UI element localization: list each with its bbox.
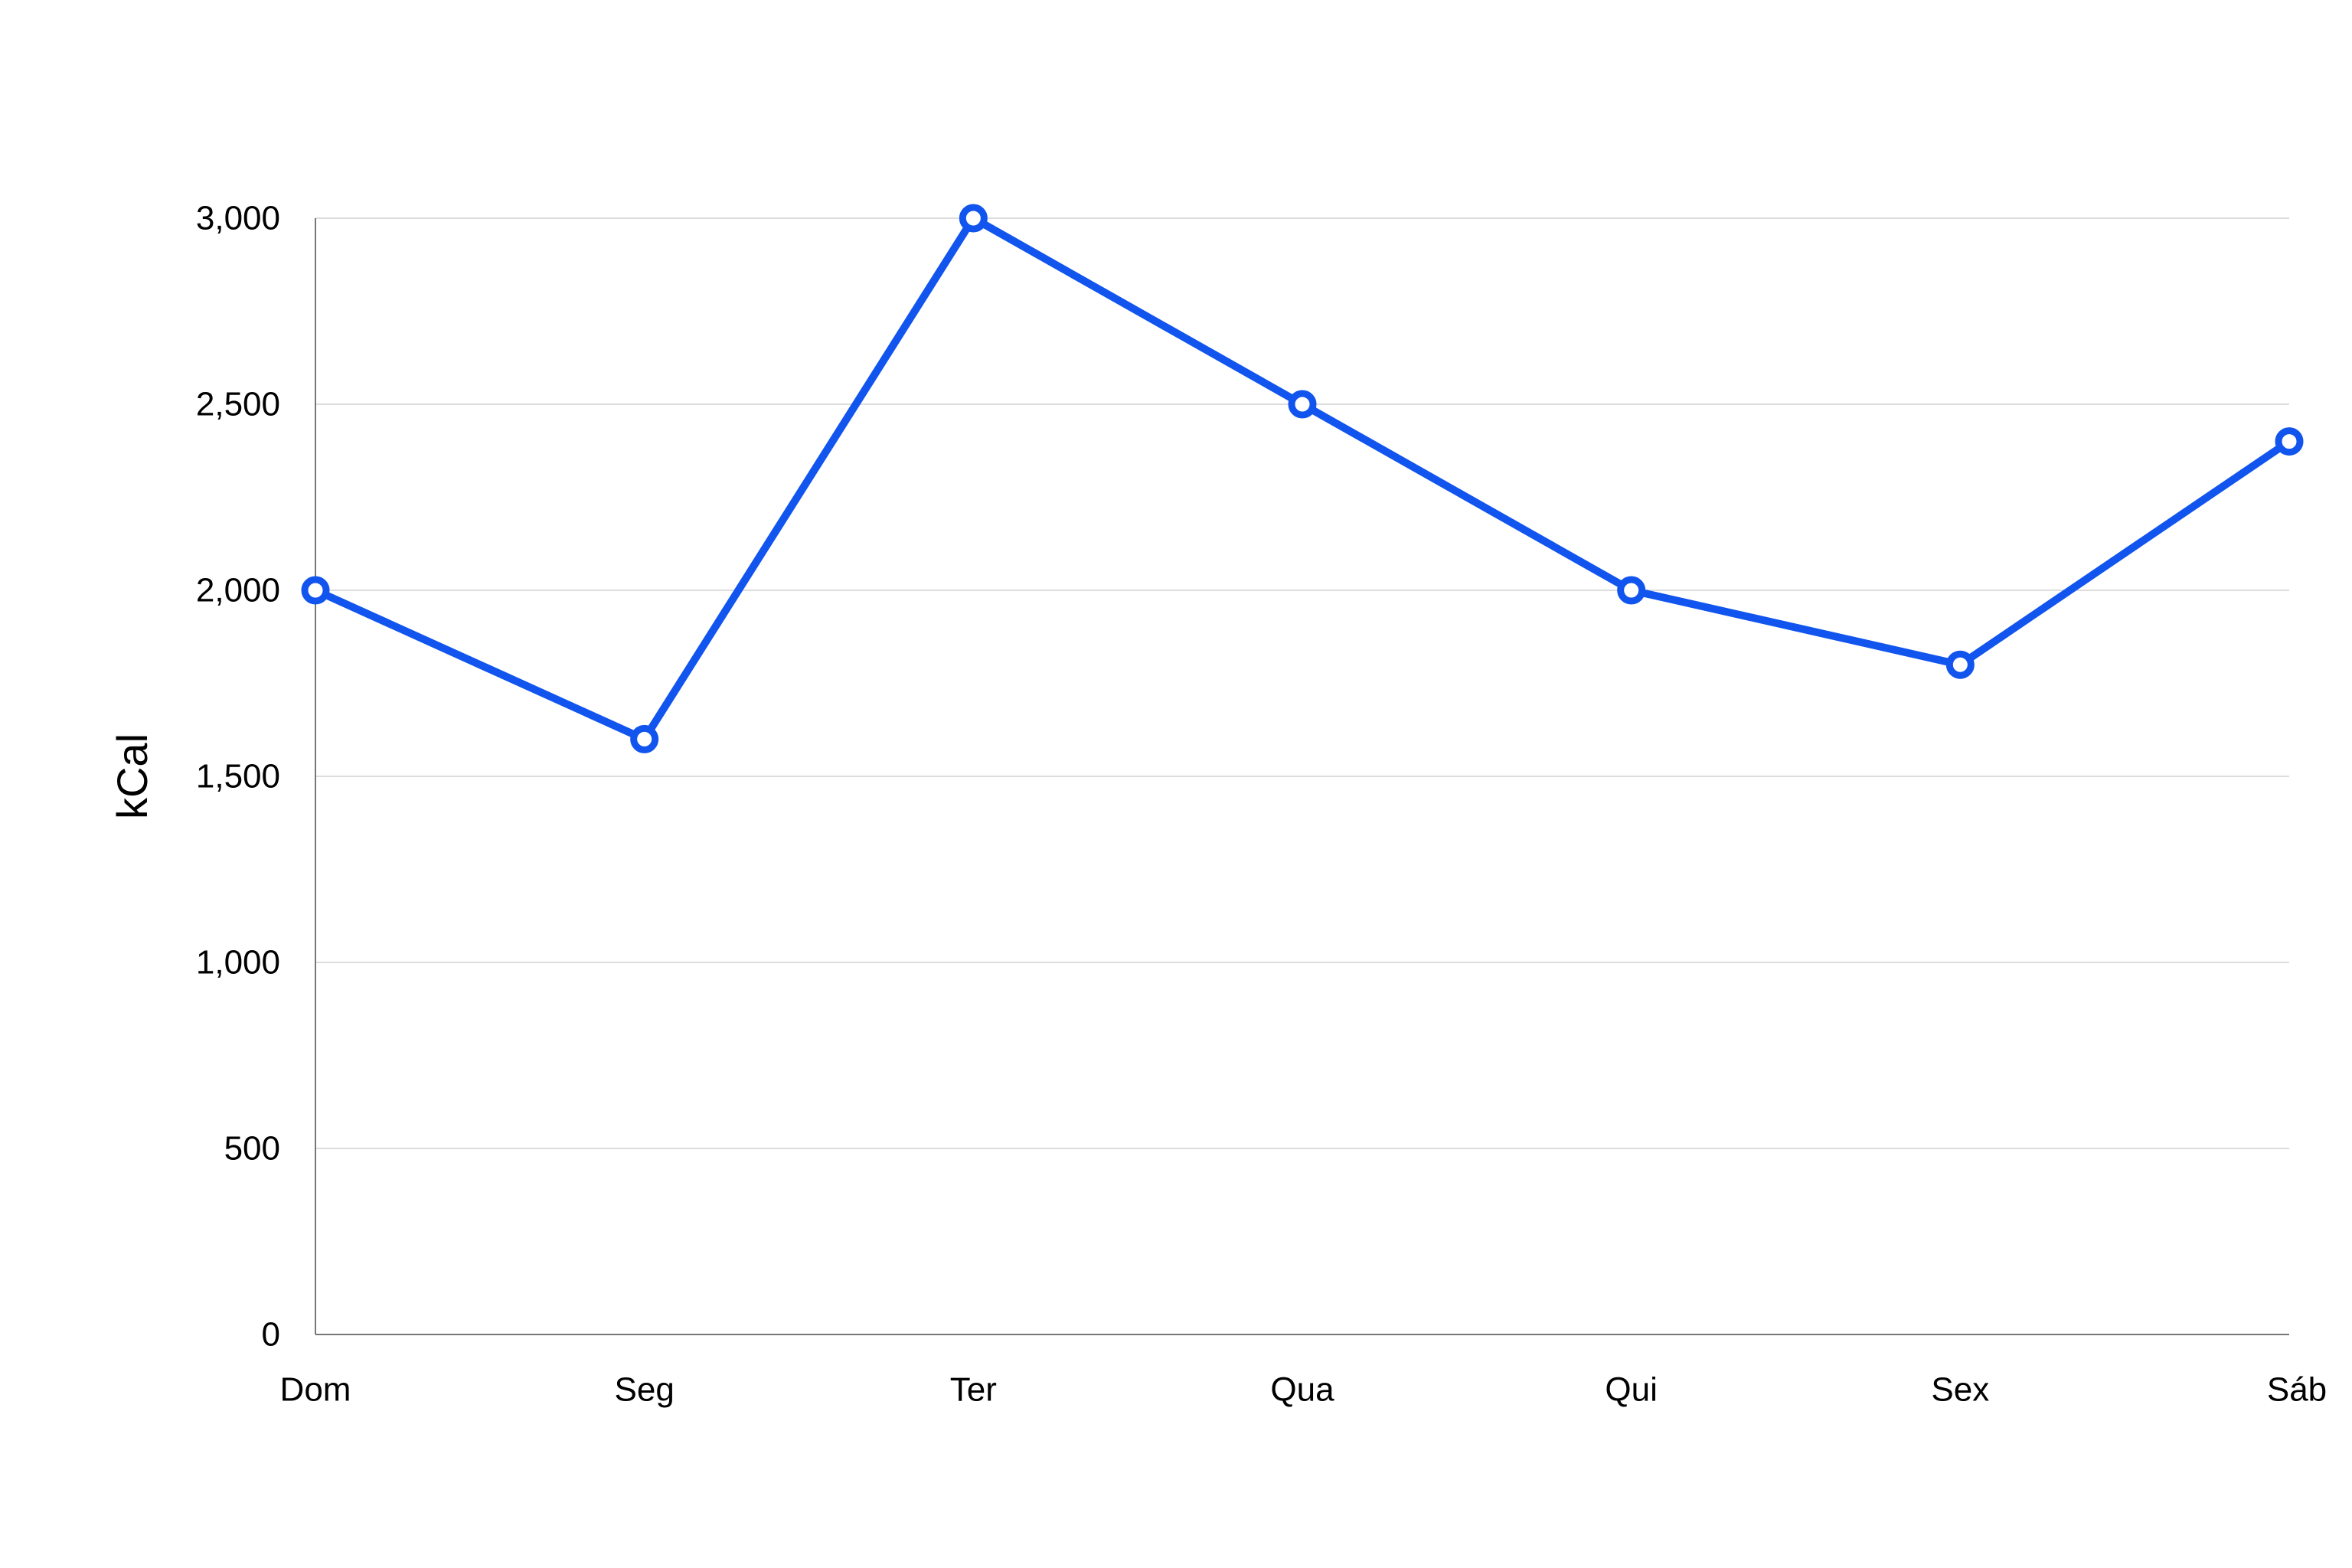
- x-tick-labels: Dom Seg Ter Qua Qui Sex Sáb: [280, 1371, 2328, 1409]
- y-tick-label: 1,500: [196, 758, 280, 795]
- x-tick-label: Qui: [1605, 1371, 1657, 1409]
- data-point: [1945, 650, 1975, 679]
- x-tick-label: Sáb: [2267, 1371, 2327, 1409]
- data-point: [1617, 576, 1646, 605]
- x-tick-label: Sex: [1931, 1371, 1989, 1409]
- x-tick-label: Ter: [950, 1371, 997, 1409]
- series-line: [312, 214, 2293, 743]
- y-tick-label: 2,500: [196, 386, 280, 423]
- y-tick-label: 2,000: [196, 572, 280, 609]
- x-tick-label: Seg: [615, 1371, 675, 1409]
- x-tick-label: Dom: [280, 1371, 351, 1409]
- y-axis-title: kCal: [108, 733, 156, 819]
- series: [301, 204, 2304, 753]
- axes: [315, 218, 2289, 1335]
- y-tick-label: 500: [224, 1130, 280, 1168]
- data-point: [301, 576, 330, 605]
- data-point: [1288, 390, 1317, 419]
- gridlines: [315, 217, 2289, 1149]
- data-point: [959, 204, 988, 233]
- y-tick-label: 0: [262, 1316, 280, 1354]
- y-tick-label: 3,000: [196, 200, 280, 237]
- x-tick-label: Qua: [1270, 1371, 1334, 1409]
- y-tick-labels: 0 500 1,000 1,500 2,000 2,500 3,000: [196, 200, 280, 1354]
- y-tick-label: 1,000: [196, 944, 280, 982]
- data-point: [630, 724, 659, 753]
- data-point: [2275, 427, 2304, 456]
